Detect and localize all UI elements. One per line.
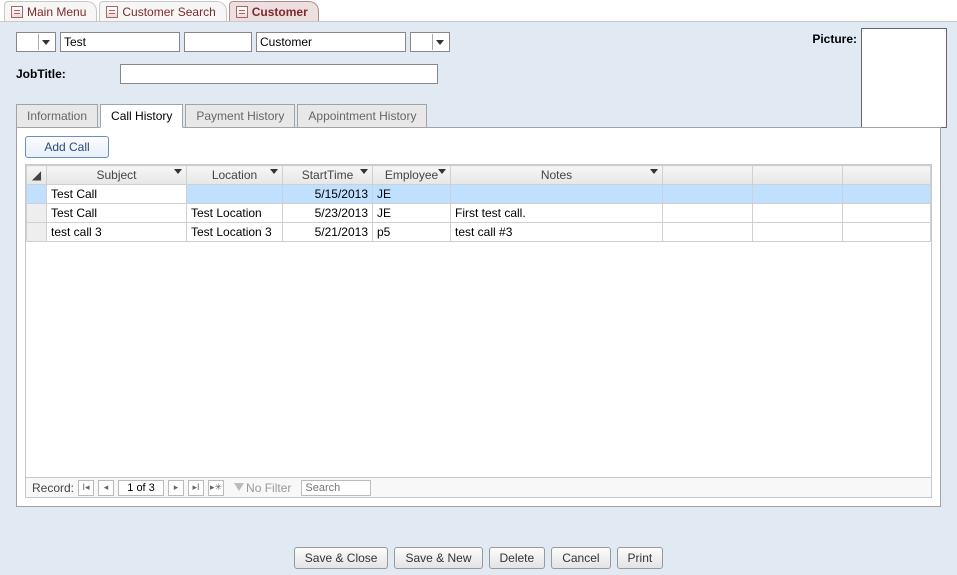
call-grid: ◢ Subject Location StartTime Employee No…	[25, 164, 932, 498]
nav-next-button[interactable]: ▸	[168, 480, 184, 496]
cell-notes[interactable]	[451, 185, 663, 204]
cell-subject[interactable]: Test Call	[47, 185, 187, 204]
table-row[interactable]: test call 3 Test Location 3 5/21/2013 p5…	[27, 223, 931, 242]
jobtitle-row: JobTitle:	[16, 64, 941, 84]
filter-icon	[234, 483, 244, 493]
cell-location[interactable]	[187, 185, 283, 204]
header-row: ◢ Subject Location StartTime Employee No…	[27, 166, 931, 185]
jobtitle-input[interactable]	[120, 64, 438, 84]
cell-empty[interactable]	[843, 185, 931, 204]
save-close-button[interactable]: Save & Close	[294, 547, 389, 569]
call-history-panel: Add Call	[16, 127, 941, 507]
middle-name-input[interactable]	[184, 32, 252, 52]
cell-empty[interactable]	[663, 204, 753, 223]
delete-button[interactable]: Delete	[489, 547, 546, 569]
nav-new-button[interactable]: ▸✳	[208, 480, 224, 496]
col-empty1[interactable]	[663, 166, 753, 185]
chevron-down-icon	[360, 169, 370, 179]
save-new-button[interactable]: Save & New	[394, 547, 482, 569]
record-position-input[interactable]	[118, 480, 164, 496]
record-navigator: Record: I◂ ◂ ▸ ▸I ▸✳ No Filter	[26, 477, 931, 497]
cell-empty[interactable]	[663, 223, 753, 242]
document-tabs: Main Menu Customer Search Customer	[0, 0, 957, 22]
print-button[interactable]: Print	[617, 547, 664, 569]
col-subject[interactable]: Subject	[47, 166, 187, 185]
nav-prev-button[interactable]: ◂	[98, 480, 114, 496]
subtab-strip: Information Call History Payment History…	[16, 104, 941, 128]
cell-subject[interactable]: test call 3	[47, 223, 187, 242]
chevron-down-icon	[432, 34, 446, 50]
table-row[interactable]: Test Call 5/15/2013 JE	[27, 185, 931, 204]
col-employee[interactable]: Employee	[373, 166, 451, 185]
grid-empty-area	[26, 242, 931, 477]
add-call-button[interactable]: Add Call	[25, 136, 109, 158]
cell-empty[interactable]	[753, 185, 843, 204]
title-combo[interactable]	[16, 32, 56, 52]
cell-start[interactable]: 5/15/2013	[283, 185, 373, 204]
doc-tab-customer[interactable]: Customer	[229, 1, 319, 21]
col-starttime[interactable]: StartTime	[283, 166, 373, 185]
form-body: Picture: JobTitle: Information Call Hist…	[0, 22, 957, 507]
picture-label: Picture:	[812, 32, 857, 46]
col-empty3[interactable]	[843, 166, 931, 185]
col-location[interactable]: Location	[187, 166, 283, 185]
cancel-button[interactable]: Cancel	[551, 547, 610, 569]
jobtitle-label: JobTitle:	[16, 67, 116, 81]
cell-empty[interactable]	[843, 223, 931, 242]
chevron-down-icon	[270, 169, 280, 179]
cell-start[interactable]: 5/21/2013	[283, 223, 373, 242]
table-row[interactable]: Test Call Test Location 5/23/2013 JE Fir…	[27, 204, 931, 223]
doc-tab-label: Main Menu	[27, 5, 86, 19]
row-selector[interactable]	[27, 223, 47, 242]
cell-employee[interactable]: JE	[373, 204, 451, 223]
form-icon	[106, 6, 118, 18]
cell-location[interactable]: Test Location 3	[187, 223, 283, 242]
row-selector[interactable]	[27, 204, 47, 223]
cell-location[interactable]: Test Location	[187, 204, 283, 223]
last-name-input[interactable]	[256, 32, 406, 52]
cell-subject[interactable]: Test Call	[47, 204, 187, 223]
nav-last-button[interactable]: ▸I	[188, 480, 204, 496]
cell-employee[interactable]: p5	[373, 223, 451, 242]
tab-payment-history[interactable]: Payment History	[185, 104, 295, 128]
cell-notes[interactable]: test call #3	[451, 223, 663, 242]
col-empty2[interactable]	[753, 166, 843, 185]
row-selector-header[interactable]: ◢	[27, 166, 47, 185]
cell-employee[interactable]: JE	[373, 185, 451, 204]
col-notes[interactable]: Notes	[451, 166, 663, 185]
doc-tab-label: Customer	[252, 5, 308, 19]
tab-appointment-history[interactable]: Appointment History	[297, 104, 427, 128]
subtab-control: Information Call History Payment History…	[16, 104, 941, 507]
row-selector[interactable]	[27, 185, 47, 204]
cell-empty[interactable]	[663, 185, 753, 204]
form-icon	[236, 6, 248, 18]
first-name-input[interactable]	[60, 32, 180, 52]
chevron-down-icon	[38, 34, 52, 50]
grid-search-input[interactable]	[301, 480, 371, 496]
tab-information[interactable]: Information	[16, 104, 98, 128]
cell-notes[interactable]: First test call.	[451, 204, 663, 223]
customer-name-row	[16, 32, 941, 52]
picture-box[interactable]	[861, 28, 947, 128]
no-filter-indicator[interactable]: No Filter	[234, 481, 291, 495]
form-icon	[11, 6, 23, 18]
cell-empty[interactable]	[753, 204, 843, 223]
chevron-down-icon	[174, 169, 184, 179]
doc-tab-customer-search[interactable]: Customer Search	[99, 1, 226, 21]
suffix-combo[interactable]	[410, 32, 450, 52]
nav-first-button[interactable]: I◂	[78, 480, 94, 496]
doc-tab-label: Customer Search	[122, 5, 215, 19]
record-label: Record:	[32, 481, 74, 495]
action-buttons: Save & Close Save & New Delete Cancel Pr…	[0, 547, 957, 569]
doc-tab-main-menu[interactable]: Main Menu	[4, 1, 97, 21]
chevron-down-icon	[650, 169, 660, 179]
cell-start[interactable]: 5/23/2013	[283, 204, 373, 223]
cell-empty[interactable]	[843, 204, 931, 223]
cell-empty[interactable]	[753, 223, 843, 242]
chevron-down-icon	[438, 169, 448, 179]
call-grid-table: ◢ Subject Location StartTime Employee No…	[26, 165, 931, 242]
tab-call-history[interactable]: Call History	[100, 104, 183, 128]
